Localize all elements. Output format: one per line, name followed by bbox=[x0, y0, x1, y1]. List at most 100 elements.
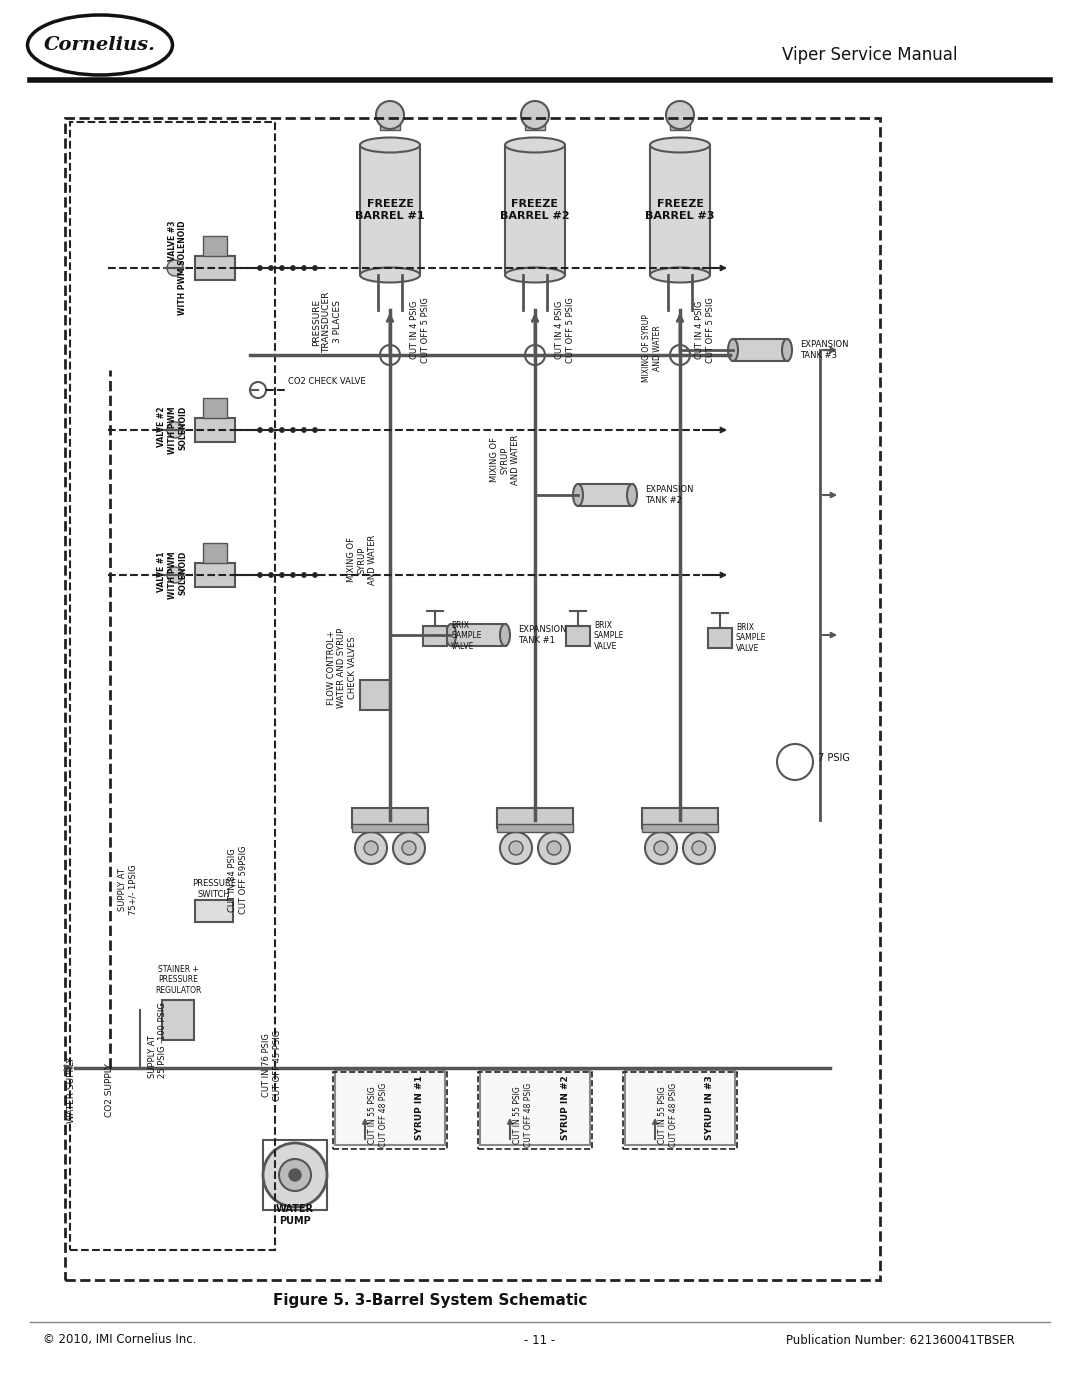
Bar bbox=[333, 1071, 447, 1148]
Circle shape bbox=[380, 345, 400, 365]
Circle shape bbox=[167, 422, 183, 439]
Text: CUT IN 55 PSIG
CUT OFF 48 PSIG: CUT IN 55 PSIG CUT OFF 48 PSIG bbox=[368, 1083, 388, 1147]
Text: EXPANSION
TANK #3: EXPANSION TANK #3 bbox=[800, 341, 849, 359]
Bar bbox=[65, 117, 880, 1280]
Text: EXPANSION
TANK #1: EXPANSION TANK #1 bbox=[518, 626, 567, 644]
Circle shape bbox=[683, 833, 715, 863]
Circle shape bbox=[167, 567, 183, 583]
Circle shape bbox=[257, 573, 262, 577]
Bar bbox=[203, 398, 227, 418]
Circle shape bbox=[291, 427, 296, 433]
Ellipse shape bbox=[505, 137, 565, 152]
Text: STAINER +
PRESSURE
REGULATOR: STAINER + PRESSURE REGULATOR bbox=[154, 965, 201, 995]
Bar bbox=[203, 236, 227, 256]
Circle shape bbox=[509, 841, 523, 855]
Circle shape bbox=[525, 345, 545, 365]
Circle shape bbox=[777, 745, 813, 780]
Ellipse shape bbox=[650, 267, 710, 282]
Bar bbox=[480, 1070, 590, 1146]
Ellipse shape bbox=[360, 137, 420, 152]
Text: MIXING OF SYRUP
AND WATER: MIXING OF SYRUP AND WATER bbox=[643, 314, 662, 381]
Bar bbox=[497, 807, 573, 828]
Circle shape bbox=[257, 265, 262, 271]
Bar bbox=[195, 256, 235, 279]
Text: CUT IN 4 PSIG
CUT OFF 5 PSIG: CUT IN 4 PSIG CUT OFF 5 PSIG bbox=[696, 298, 715, 363]
Circle shape bbox=[402, 841, 416, 855]
Text: - 11 -: - 11 - bbox=[525, 1334, 555, 1347]
Circle shape bbox=[279, 1160, 311, 1192]
Bar bbox=[642, 824, 718, 833]
Circle shape bbox=[289, 1169, 301, 1180]
Ellipse shape bbox=[650, 137, 710, 152]
Bar bbox=[708, 629, 732, 648]
Text: © 2010, IMI Cornelius Inc.: © 2010, IMI Cornelius Inc. bbox=[43, 1334, 197, 1347]
Bar bbox=[623, 1071, 737, 1148]
Text: SYRUP IN #3: SYRUP IN #3 bbox=[705, 1076, 715, 1140]
Text: MIXING OF
SYRUP
AND WATER: MIXING OF SYRUP AND WATER bbox=[347, 535, 377, 585]
Ellipse shape bbox=[360, 267, 420, 282]
Bar bbox=[451, 624, 507, 645]
Text: EXPANSION
TANK #2: EXPANSION TANK #2 bbox=[645, 485, 693, 504]
Circle shape bbox=[301, 427, 307, 433]
Bar bbox=[505, 145, 565, 275]
Circle shape bbox=[521, 101, 549, 129]
Text: BRIX
SAMPLE
VALVE: BRIX SAMPLE VALVE bbox=[451, 622, 482, 651]
Circle shape bbox=[269, 573, 273, 577]
Circle shape bbox=[249, 381, 266, 398]
Text: FREEZE
BARREL #3: FREEZE BARREL #3 bbox=[645, 200, 715, 221]
Text: FREEZE
BARREL #2: FREEZE BARREL #2 bbox=[500, 200, 570, 221]
Bar bbox=[360, 680, 390, 710]
Circle shape bbox=[645, 833, 677, 863]
Text: CO2 SUPPLY: CO2 SUPPLY bbox=[106, 1063, 114, 1118]
Circle shape bbox=[670, 345, 690, 365]
Ellipse shape bbox=[573, 483, 583, 506]
Circle shape bbox=[264, 1143, 327, 1207]
Text: 7 PSIG: 7 PSIG bbox=[818, 753, 850, 763]
Bar bbox=[195, 900, 233, 922]
Circle shape bbox=[291, 573, 296, 577]
Text: PRESSURE
TRANSDUCER
3 PLACES: PRESSURE TRANSDUCER 3 PLACES bbox=[312, 292, 342, 352]
Bar bbox=[335, 1070, 445, 1146]
Bar bbox=[525, 110, 545, 130]
Ellipse shape bbox=[627, 483, 637, 506]
Circle shape bbox=[301, 265, 307, 271]
Text: CUT IN 55 PSIG
CUT OFF 48 PSIG: CUT IN 55 PSIG CUT OFF 48 PSIG bbox=[659, 1083, 678, 1147]
Circle shape bbox=[269, 265, 273, 271]
Text: CUT IN 76 PSIG
CUT OFF 45 PSIG: CUT IN 76 PSIG CUT OFF 45 PSIG bbox=[262, 1030, 282, 1101]
Text: VALVE #1
WITH PWM
SOLENOID: VALVE #1 WITH PWM SOLENOID bbox=[158, 552, 187, 599]
Text: VALVE #2
WITH PWM
SOLENOID: VALVE #2 WITH PWM SOLENOID bbox=[158, 407, 187, 454]
Circle shape bbox=[500, 833, 532, 863]
Text: CUT IN 84 PSIG
CUT OFF 59PSIG: CUT IN 84 PSIG CUT OFF 59PSIG bbox=[228, 845, 247, 914]
Bar bbox=[380, 110, 400, 130]
Circle shape bbox=[312, 573, 318, 577]
Text: SUPPLY AT
75+/- 1PSIG: SUPPLY AT 75+/- 1PSIG bbox=[119, 865, 138, 915]
Circle shape bbox=[312, 265, 318, 271]
Bar bbox=[650, 145, 710, 275]
Circle shape bbox=[364, 841, 378, 855]
Circle shape bbox=[376, 101, 404, 129]
Text: BRIX
SAMPLE
VALVE: BRIX SAMPLE VALVE bbox=[735, 623, 767, 652]
Circle shape bbox=[654, 841, 669, 855]
Bar bbox=[497, 824, 573, 833]
Text: VALVE #3
WITH PWM SOLENOID: VALVE #3 WITH PWM SOLENOID bbox=[167, 221, 187, 316]
Bar bbox=[162, 1000, 194, 1039]
Bar bbox=[733, 339, 788, 360]
Circle shape bbox=[538, 833, 570, 863]
Circle shape bbox=[546, 841, 561, 855]
Bar bbox=[70, 122, 275, 1250]
Circle shape bbox=[312, 427, 318, 433]
Bar bbox=[578, 483, 633, 506]
Bar bbox=[195, 563, 235, 587]
Text: CUT IN 4 PSIG
CUT OFF 5 PSIG: CUT IN 4 PSIG CUT OFF 5 PSIG bbox=[410, 298, 430, 363]
Ellipse shape bbox=[446, 624, 456, 645]
Text: SYRUP IN #1: SYRUP IN #1 bbox=[416, 1076, 424, 1140]
Text: Viper Service Manual: Viper Service Manual bbox=[782, 46, 958, 64]
Circle shape bbox=[291, 265, 296, 271]
Circle shape bbox=[301, 573, 307, 577]
Text: WATER
PUMP: WATER PUMP bbox=[276, 1204, 314, 1225]
Circle shape bbox=[280, 573, 284, 577]
Circle shape bbox=[280, 427, 284, 433]
Circle shape bbox=[692, 841, 706, 855]
Circle shape bbox=[269, 427, 273, 433]
Circle shape bbox=[666, 101, 694, 129]
